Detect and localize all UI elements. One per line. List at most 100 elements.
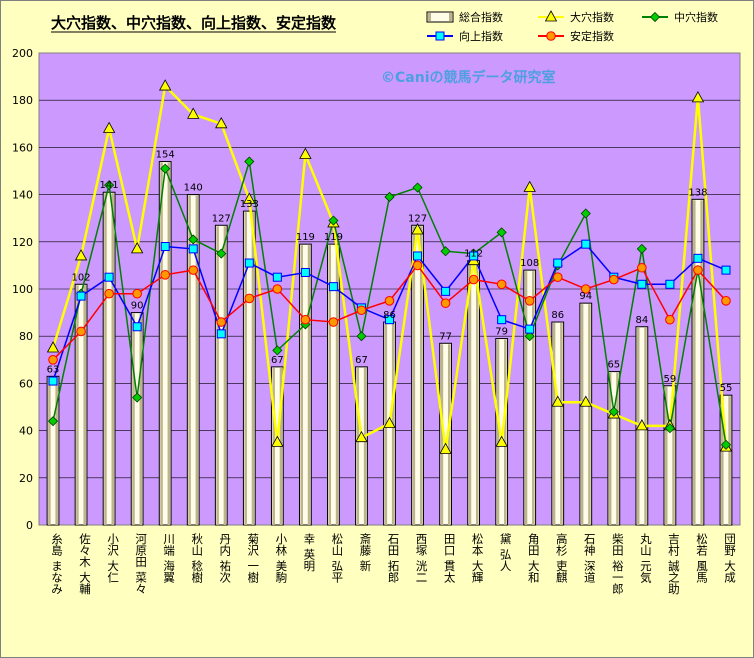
bar-shade-left bbox=[496, 339, 500, 525]
bar bbox=[523, 269, 537, 526]
bar-shade-right bbox=[111, 193, 114, 526]
bar-shade-left bbox=[160, 162, 163, 525]
bar-shade-right bbox=[167, 162, 171, 525]
series-marker-square bbox=[48, 376, 58, 386]
bar bbox=[355, 366, 368, 526]
bar-shade-left bbox=[721, 396, 724, 525]
series-marker-diamond bbox=[328, 215, 339, 226]
bar-shade-right bbox=[728, 396, 731, 525]
bar bbox=[579, 302, 593, 526]
series-marker-square bbox=[244, 258, 254, 268]
series-marker-circle bbox=[440, 298, 451, 308]
series-marker-square bbox=[637, 279, 647, 289]
series-marker-triangle bbox=[187, 107, 200, 119]
bar-shade-left bbox=[524, 271, 528, 525]
bar bbox=[663, 385, 677, 526]
series-marker-square bbox=[553, 258, 563, 268]
series-marker-square bbox=[132, 322, 142, 332]
bar-shade-left bbox=[132, 313, 135, 525]
series-marker-circle bbox=[356, 305, 367, 316]
series-marker-circle bbox=[496, 279, 507, 290]
series-marker-square bbox=[469, 251, 479, 261]
series-marker-square bbox=[385, 315, 394, 325]
bar-shade-right bbox=[363, 367, 367, 525]
bar-shade-left bbox=[300, 245, 303, 525]
y-tick-label: 80 bbox=[19, 330, 33, 343]
data-label: 94 bbox=[579, 291, 592, 302]
y-tick-label: 200 bbox=[12, 47, 33, 60]
bar-shade-left bbox=[440, 344, 444, 525]
bar-shade-right bbox=[195, 195, 199, 525]
bar-shade-left bbox=[468, 261, 472, 525]
watermark: ©Caniの競馬データ研究室 bbox=[381, 69, 556, 86]
y-tick-label: 40 bbox=[19, 425, 33, 438]
legend-label: 安定指数 bbox=[570, 29, 614, 43]
series-marker-circle bbox=[48, 355, 58, 365]
series-marker-square bbox=[581, 239, 591, 249]
bar-shade-left bbox=[48, 377, 51, 525]
bar bbox=[130, 312, 144, 526]
series-marker-triangle bbox=[299, 147, 312, 159]
series-marker-triangle bbox=[411, 223, 424, 235]
series-marker-diamond bbox=[356, 331, 367, 342]
legend-marker-circle bbox=[546, 31, 556, 41]
x-tick-label: 菊沢 一樹 bbox=[246, 533, 260, 583]
x-tick-label: 糸島 まなみ bbox=[50, 533, 64, 594]
bar-shade-right bbox=[560, 323, 563, 525]
series-marker-circle bbox=[300, 314, 311, 325]
y-tick-label: 120 bbox=[12, 236, 33, 249]
series-marker-circle bbox=[216, 317, 227, 327]
bar bbox=[298, 243, 312, 526]
data-label: 63 bbox=[47, 364, 60, 375]
bar-shade-left bbox=[693, 200, 696, 525]
series-marker-square bbox=[328, 282, 338, 292]
x-tick-label: 松山 弘平 bbox=[330, 532, 344, 583]
series-marker-circle bbox=[609, 274, 619, 285]
series-marker-diamond bbox=[160, 163, 171, 174]
data-label: 65 bbox=[607, 360, 620, 371]
data-label: 127 bbox=[408, 213, 427, 224]
series-marker-square bbox=[497, 315, 507, 325]
bar-shade-right bbox=[672, 386, 675, 525]
data-label: 102 bbox=[72, 272, 91, 283]
bar bbox=[74, 283, 88, 526]
series-marker-square bbox=[300, 267, 310, 277]
bar-shade-left bbox=[328, 245, 332, 525]
y-tick-label: 0 bbox=[26, 519, 33, 532]
x-tick-label: 小林 美駒 bbox=[274, 533, 288, 583]
x-tick-label: 秋山 稔樹 bbox=[190, 532, 204, 583]
series-marker-diamond bbox=[188, 234, 199, 245]
bar-shade-right bbox=[616, 372, 619, 525]
legend-marker-diamond bbox=[649, 11, 661, 23]
data-label: 108 bbox=[520, 258, 539, 269]
series-marker-triangle bbox=[130, 242, 144, 254]
series-marker-triangle bbox=[691, 91, 705, 103]
x-tick-label: 斎藤 新 bbox=[358, 532, 372, 571]
bar-shade-right bbox=[504, 339, 507, 525]
y-tick-label: 100 bbox=[12, 283, 33, 296]
bar bbox=[242, 210, 256, 526]
series-marker-diamond bbox=[664, 423, 675, 434]
bar-shade-right bbox=[476, 261, 479, 525]
series-marker-diamond bbox=[272, 345, 283, 356]
x-tick-label: 松本 大輝 bbox=[471, 532, 485, 583]
series-marker-circle bbox=[524, 296, 535, 306]
bar bbox=[551, 321, 565, 526]
x-tick-label: 高杉 吏麒 bbox=[555, 532, 569, 583]
series-marker-square bbox=[413, 251, 423, 261]
data-label: 86 bbox=[383, 310, 396, 321]
bar bbox=[327, 243, 340, 526]
y-tick-label: 20 bbox=[19, 472, 33, 485]
x-tick-label: 吉村 誠之助 bbox=[667, 533, 681, 595]
y-tick-label: 180 bbox=[12, 94, 33, 107]
bar-shade-left bbox=[412, 226, 416, 525]
bar-shade-left bbox=[188, 195, 191, 525]
y-tick-label: 140 bbox=[12, 189, 33, 202]
series-marker-triangle bbox=[46, 341, 60, 353]
x-tick-label: 石田 拓郎 bbox=[387, 533, 401, 583]
x-tick-label: 川端 海翼 bbox=[162, 533, 176, 583]
bar-shade-left bbox=[76, 285, 79, 525]
series-marker-circle bbox=[637, 262, 647, 273]
series-marker-circle bbox=[384, 296, 395, 306]
